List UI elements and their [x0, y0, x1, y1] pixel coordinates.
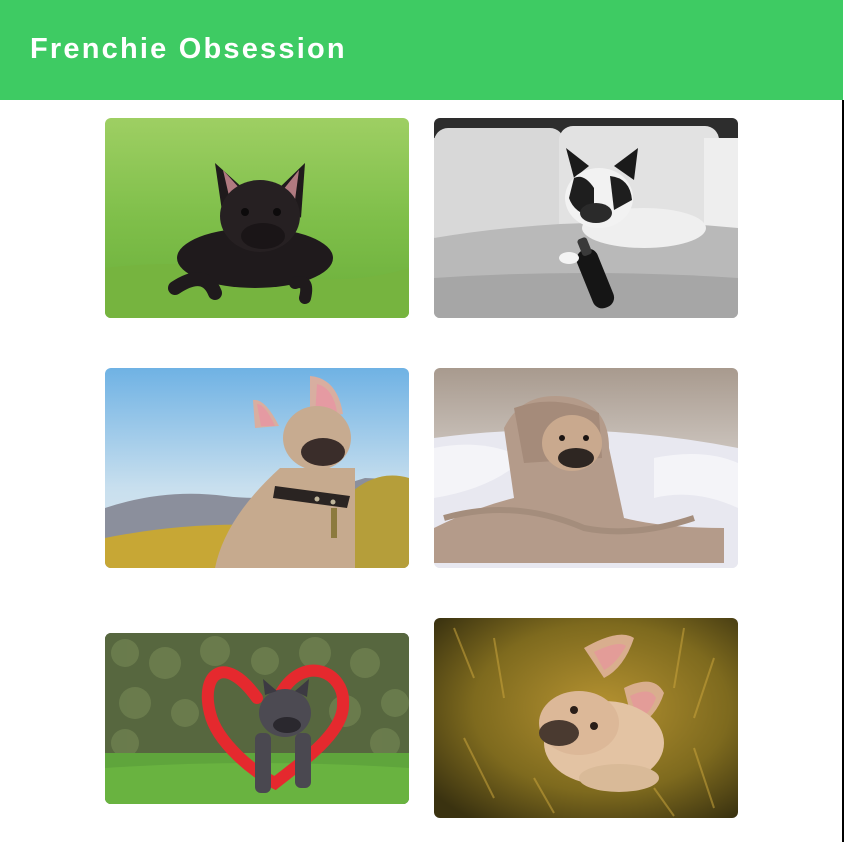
header-bar: Frenchie Obsession — [0, 0, 843, 100]
gallery-photo-5[interactable] — [105, 633, 409, 804]
frenchie-sky-image — [105, 368, 409, 568]
gallery-photo-3[interactable] — [105, 368, 409, 568]
gallery-photo-2[interactable] — [434, 118, 738, 318]
frenchie-grass-image — [105, 118, 409, 318]
site-title: Frenchie Obsession — [30, 33, 347, 65]
frenchie-golden-grass-image — [434, 618, 738, 818]
gallery-photo-6[interactable] — [434, 618, 738, 818]
page-right-border — [842, 100, 844, 842]
frenchie-blanket-image — [434, 368, 738, 568]
gallery-photo-1[interactable] — [105, 118, 409, 318]
frenchie-sofa-image — [434, 118, 738, 318]
frenchie-heart-image — [105, 633, 409, 804]
gallery-photo-4[interactable] — [434, 368, 738, 568]
